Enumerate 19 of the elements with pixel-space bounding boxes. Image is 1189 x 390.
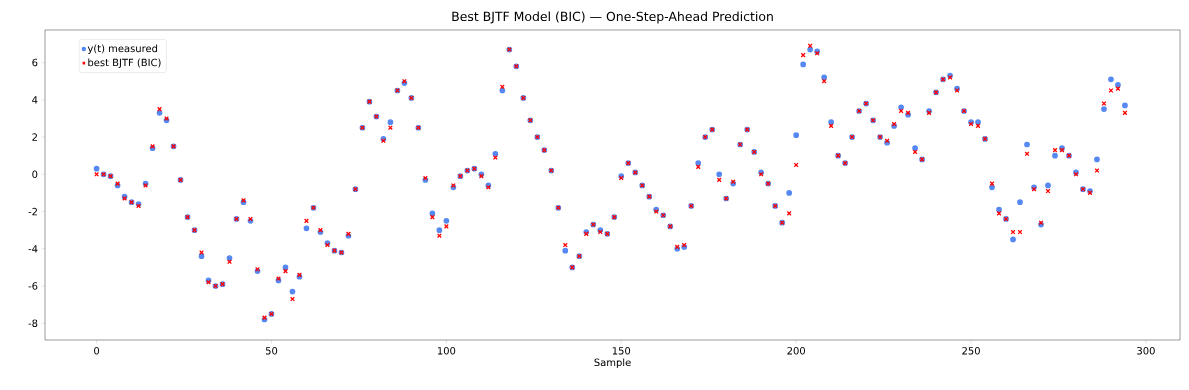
y-tick-label: -4 (28, 245, 38, 253)
y-tick-label: 6 (32, 58, 38, 67)
y-tick-label: -8 (28, 319, 38, 328)
x-tick-label: 250 (962, 347, 980, 355)
y-tick-label: -6 (28, 282, 38, 290)
y-tick-label: 4 (32, 96, 38, 104)
legend-label: best BJTF (BIC) (88, 58, 161, 69)
x-tick-label: 200 (787, 347, 806, 355)
y-tick-label: 2 (32, 133, 37, 141)
x-tick-label: 300 (1137, 347, 1155, 355)
x-tick-label: 150 (612, 347, 631, 355)
chart-title: Best BJTF Model (BIC) — One-Step-Ahead Prediction (452, 11, 773, 24)
x-tick-label: 0 (94, 347, 100, 355)
y-tick-label: -2 (28, 207, 37, 216)
x-tick-label: 50 (265, 347, 278, 355)
x-tick-label: 100 (437, 347, 456, 355)
legend-label: y(t) measured (87, 44, 158, 55)
x-axis-title: Sample (594, 358, 631, 369)
y-tick-label: 0 (32, 170, 38, 179)
